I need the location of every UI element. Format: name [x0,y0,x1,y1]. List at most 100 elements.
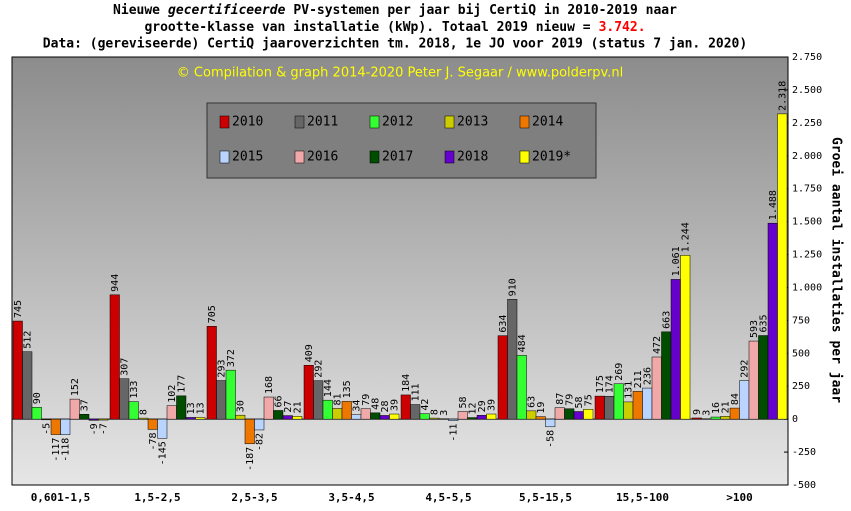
bar [12,320,23,420]
bar [410,404,421,420]
bar [88,418,99,421]
value-label: 81 [332,393,343,405]
value-label: -78 [148,432,159,450]
bar [564,408,575,420]
x-tick-label: 2,5-3,5 [231,491,277,504]
bar [535,416,546,420]
bar [613,383,624,420]
value-label: 75 [583,394,594,406]
legend-label: 2015 [232,150,263,165]
y-tick-label: 500 [792,348,810,359]
value-label: 1.061 [671,246,682,276]
value-label: 593 [749,320,760,338]
value-label: -82 [254,433,265,451]
value-label: 9 [692,409,703,415]
value-label: -5 [41,423,52,435]
bar [651,356,662,420]
legend-swatch [369,150,380,164]
value-label: 63 [526,396,537,408]
bar [457,411,468,420]
value-label: -58 [545,430,556,448]
value-label: -118 [60,438,71,462]
annotation: © Compilation & graph 2014-2020 Peter J.… [177,66,623,81]
value-label: 79 [564,394,575,406]
value-label: 39 [389,399,400,411]
bar [691,417,702,420]
bar [710,416,721,420]
bar [138,417,149,420]
bar [147,418,158,430]
value-label: 13 [186,402,197,414]
value-label: -145 [157,441,168,465]
value-label: 58 [574,396,585,408]
bar [448,418,459,421]
bar [195,417,206,420]
value-label: 634 [498,315,509,333]
value-label: 28 [380,400,391,412]
bar [767,222,778,420]
bar [206,326,217,420]
value-label: 635 [758,314,769,332]
bar [22,351,33,420]
bar [573,411,584,420]
value-label: 79 [361,394,372,406]
y-tick-label: 2.500 [792,85,822,96]
value-label: 58 [458,396,469,408]
bar [507,299,518,420]
bar [98,418,109,421]
value-label: 66 [273,395,284,407]
bar [720,416,731,420]
bar [341,401,352,420]
x-tick-label: 5,5-15,5 [519,491,572,504]
value-label: -7 [98,423,109,435]
bar [545,418,556,428]
legend-swatch [444,115,455,129]
legend-label: 2010 [232,115,263,130]
bar [516,355,527,420]
x-tick-label: 3,5-4,5 [328,491,374,504]
value-label: 12 [467,403,478,415]
bar [31,407,42,420]
bar [216,380,227,420]
title-total: 3.742. [599,20,646,35]
title-part: Nieuwe [113,3,160,18]
bar [292,416,303,420]
value-label: -11 [448,424,459,442]
value-label: 34 [351,400,362,412]
value-label: 84 [730,393,741,405]
bar [467,417,478,420]
y-tick-label: 1.000 [792,282,822,293]
bar [497,335,508,420]
bar [758,335,769,420]
bar [166,405,177,420]
bar [419,413,430,420]
y-tick-label: 1.750 [792,184,822,195]
value-label: 663 [661,311,672,329]
bar [79,414,90,420]
title-part: gecertificeerde [168,3,286,18]
bar [119,378,130,420]
y-axis-label: Groei aantal installaties per jaar [829,137,844,403]
bar [176,395,187,420]
legend-label: 2013 [457,115,488,130]
legend-swatch [444,150,455,164]
bar [313,380,324,420]
bar [739,380,750,420]
value-label: 1.488 [768,190,779,220]
value-label: 1.244 [680,222,691,252]
value-label: 292 [739,360,750,378]
value-label: 745 [13,300,24,318]
bar [282,415,293,420]
y-tick-label: -500 [792,480,816,491]
value-label: 944 [110,274,121,292]
legend-label: 2012 [382,115,413,130]
legend-swatch [294,150,305,164]
value-label: 409 [304,344,315,362]
bar [670,279,681,420]
value-label: 42 [420,399,431,411]
legend-label: 2017 [382,150,413,165]
y-tick-label: 2.750 [792,52,822,63]
value-label: 152 [70,378,81,396]
value-label: 21 [292,401,303,413]
